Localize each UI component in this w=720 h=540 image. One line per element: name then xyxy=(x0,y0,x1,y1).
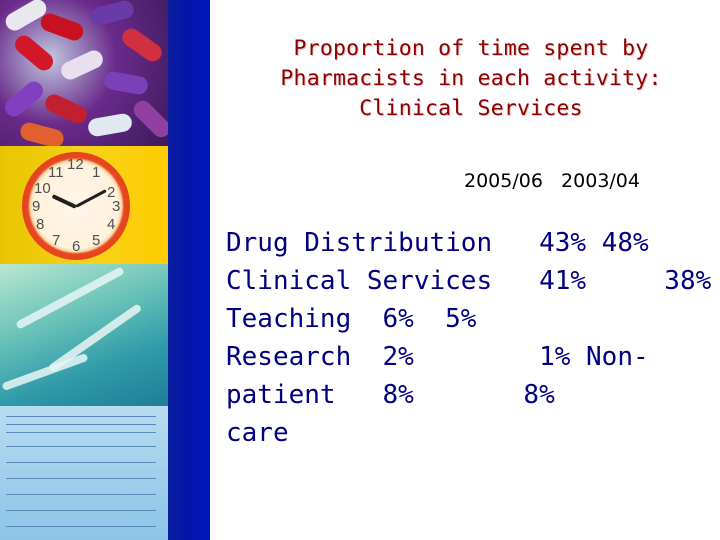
body-line: Teaching 6% 5% xyxy=(226,304,477,334)
body-line: Drug Distribution 43% 48% xyxy=(226,228,649,258)
slide-title-line: Clinical Services xyxy=(359,96,583,121)
blue-divider-band xyxy=(168,0,210,540)
pills-photo xyxy=(0,0,168,146)
slide-title: Proportion of time spent by Pharmacists … xyxy=(222,34,720,124)
slide-title-line: Proportion of time spent by xyxy=(293,36,649,61)
slide-body-text: Drug Distribution 43% 48% Clinical Servi… xyxy=(226,224,718,452)
body-line: Research 2% 1% Non- xyxy=(226,342,649,372)
decorative-photo-strip: 12 1 2 3 4 5 6 7 8 9 10 11 xyxy=(0,0,168,540)
slide-title-line: Pharmacists in each activity: xyxy=(280,66,662,91)
clock-icon: 12 1 2 3 4 5 6 7 8 9 10 11 xyxy=(22,152,130,260)
body-line: patient 8% 8% xyxy=(226,380,555,410)
clock-hour-hand xyxy=(51,194,77,209)
clock-minute-hand xyxy=(75,189,107,208)
prescription-form-photo xyxy=(0,406,168,540)
body-line: care xyxy=(226,418,289,448)
years-header: 2005/06 2003/04 xyxy=(464,170,640,192)
body-line: Clinical Services 41% 38% xyxy=(226,266,712,296)
lab-syringe-photo xyxy=(0,264,168,406)
